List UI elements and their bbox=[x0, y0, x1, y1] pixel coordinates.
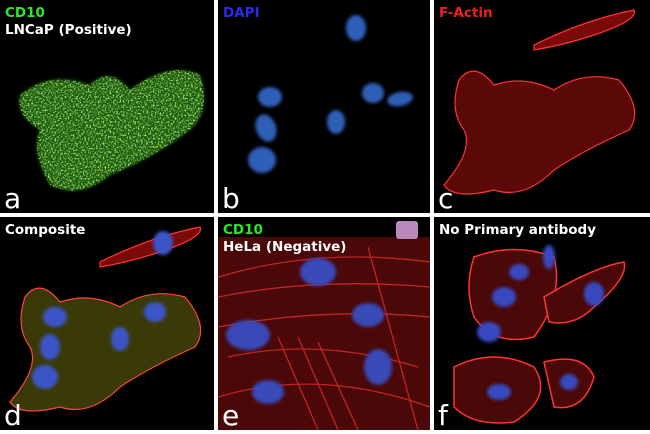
panel: Composite d bbox=[0, 217, 214, 430]
stain-label: CD10 bbox=[5, 5, 45, 21]
panel: CD10 HeLa (Negative) e bbox=[218, 217, 430, 430]
panel-letter: e bbox=[222, 399, 240, 431]
stain-label: DAPI bbox=[223, 5, 260, 21]
stain-label: Composite bbox=[5, 222, 86, 238]
sample-label: LNCaP (Positive) bbox=[5, 22, 132, 38]
panel-letter: b bbox=[222, 182, 240, 214]
panel: DAPI b bbox=[218, 0, 430, 213]
stain-label: No Primary antibody bbox=[439, 222, 596, 238]
panel: F-Actin c bbox=[434, 0, 650, 213]
panel-letter: d bbox=[4, 399, 22, 431]
panel-letter: a bbox=[4, 182, 22, 214]
panel: CD10 LNCaP (Positive) a bbox=[0, 0, 214, 213]
panel-letter: f bbox=[438, 399, 448, 431]
stain-label: F-Actin bbox=[439, 5, 493, 21]
panel-letter: c bbox=[438, 182, 454, 214]
sample-label: HeLa (Negative) bbox=[223, 239, 347, 255]
panel: No Primary antibody f bbox=[434, 217, 650, 430]
stain-label: CD10 bbox=[223, 222, 263, 238]
